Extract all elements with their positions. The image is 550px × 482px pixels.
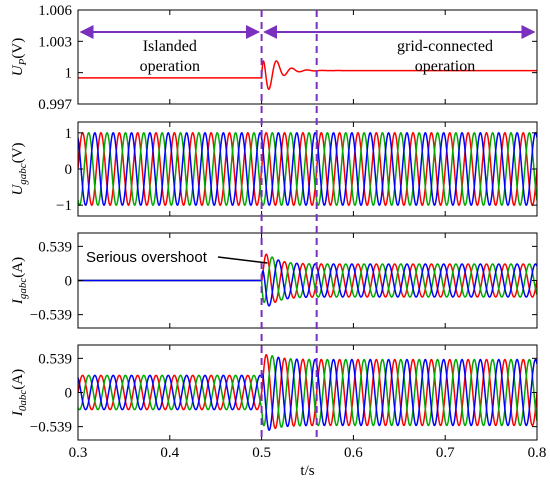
overshoot-label: Serious overshoot xyxy=(86,249,208,266)
y-axis-label-sub: P xyxy=(17,58,29,66)
y-tick-label: −0.539 xyxy=(30,420,72,436)
series-line-1 xyxy=(78,60,537,91)
islanded-label-2: operation xyxy=(140,58,200,75)
y-axis-label-unit: (A) xyxy=(10,257,26,278)
x-tick-label: 0.6 xyxy=(344,445,363,461)
series-line-3 xyxy=(78,356,537,431)
y-axis-label: Ugabc(V) xyxy=(10,142,29,195)
y-axis-label: I0abc(A) xyxy=(10,369,29,417)
y-tick-label: 0.997 xyxy=(38,97,72,113)
overshoot-pointer xyxy=(217,256,268,264)
panel-3: −0.539 0 0.539 Igabc(A) xyxy=(10,232,538,329)
grid-connected-label-2: operation xyxy=(415,58,475,75)
y-axis-label-main: U xyxy=(10,64,26,76)
panel-frame xyxy=(77,9,538,105)
y-tick-label: 0 xyxy=(65,162,73,178)
y-tick-label: 0 xyxy=(65,386,73,402)
x-tick-label: 0.4 xyxy=(160,445,179,461)
y-tick-label: 1.006 xyxy=(38,3,72,19)
series-line-2 xyxy=(78,354,537,428)
y-axis-label-sub: gabc xyxy=(17,278,29,300)
y-axis-label-sub: 0abc xyxy=(17,390,29,412)
y-tick-label: 1 xyxy=(65,126,73,142)
x-tick-label: 0.7 xyxy=(436,445,455,461)
y-tick-label: 1.003 xyxy=(38,34,72,50)
y-tick-label: 0.539 xyxy=(38,351,72,367)
y-tick-label: 0 xyxy=(65,274,73,290)
x-tick-label: 0.3 xyxy=(69,445,88,461)
panel-2: −1 0 1 Ugabc(V) xyxy=(10,121,538,217)
y-axis-label-main: I xyxy=(10,410,26,417)
y-tick-label: −0.539 xyxy=(30,308,72,324)
series-line-2 xyxy=(78,132,537,206)
series-line-3 xyxy=(78,259,537,307)
y-axis-label-unit: (V) xyxy=(10,38,26,59)
series-line-1 xyxy=(78,353,537,430)
panel-4: −0.539 0 0.539 I0abc(A) xyxy=(10,344,538,441)
y-tick-label: 0.539 xyxy=(38,239,72,255)
islanded-label: Islanded xyxy=(143,38,197,55)
y-tick-label: −1 xyxy=(56,198,72,214)
x-tick-label: 0.8 xyxy=(528,445,547,461)
y-axis-label-unit: (A) xyxy=(10,369,26,390)
panel-1: 0.997 1 1.003 1.006 UP(V) xyxy=(10,3,538,113)
y-axis-label-main: U xyxy=(10,184,26,196)
y-axis-label: Igabc(A) xyxy=(10,257,29,305)
series-line-1 xyxy=(78,132,537,206)
y-axis-label: UP(V) xyxy=(10,38,29,76)
y-tick-label: 1 xyxy=(65,66,73,82)
y-axis-label-sub: gabc xyxy=(17,163,29,185)
grid-connected-label: grid-connected xyxy=(397,38,493,55)
y-axis-label-unit: (V) xyxy=(10,142,26,163)
series-line-3 xyxy=(78,132,537,206)
x-axis-label: t/s xyxy=(300,463,314,479)
y-axis-label-main: I xyxy=(10,298,26,305)
x-tick-label: 0.5 xyxy=(252,445,271,461)
